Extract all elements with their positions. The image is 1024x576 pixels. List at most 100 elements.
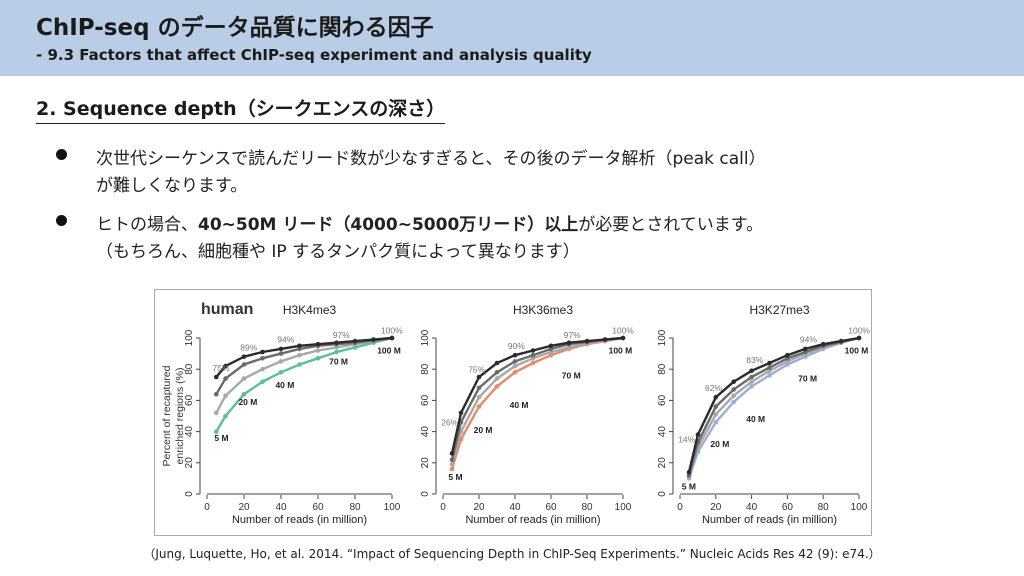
data-point: [223, 413, 228, 419]
x-tick-label: 60: [782, 502, 794, 513]
data-point: [731, 399, 736, 405]
x-tick-label: 0: [677, 502, 683, 513]
data-point: [713, 412, 719, 417]
data-point: [315, 356, 321, 361]
data-point: [278, 359, 284, 364]
data-point: [566, 345, 572, 350]
data-point: [494, 360, 500, 366]
data-point: [260, 379, 265, 384]
data-annotation: 100%: [381, 325, 403, 335]
chart-title: H3K27me3: [749, 303, 809, 317]
data-point: [686, 469, 692, 475]
data-point: [584, 338, 590, 344]
data-point: [334, 340, 339, 345]
y-tick-label: 80: [420, 363, 431, 375]
data-point: [297, 362, 302, 367]
data-point: [352, 345, 358, 350]
data-annotation: 83%: [746, 355, 763, 365]
data-point: [241, 362, 247, 367]
x-tick-label: 40: [275, 502, 287, 513]
bullet-2-text-pre: ヒトの場合、: [96, 215, 198, 235]
x-tick-label: 80: [818, 502, 830, 513]
data-point: [620, 335, 626, 341]
data-annotation: 100 M: [845, 346, 869, 356]
data-point: [695, 432, 701, 437]
x-tick-label: 60: [545, 502, 557, 513]
data-point: [449, 466, 455, 472]
y-tick-label: 80: [184, 363, 195, 375]
bullet-1-line-1: 次世代シーケンスで読んだリード数が少なすぎると、その後のデータ解析（peak c…: [96, 149, 766, 169]
data-point: [260, 356, 265, 361]
slide-title: ChIP-seq のデータ品質に関わる因子: [36, 15, 434, 41]
data-annotation: 100%: [612, 325, 634, 335]
data-point: [713, 404, 719, 409]
data-point: [856, 335, 862, 341]
data-annotation: 26%: [441, 417, 458, 427]
data-point: [548, 343, 554, 349]
data-annotation: 20 M: [710, 439, 729, 449]
data-annotation: 62%: [705, 383, 722, 393]
x-tick-label: 40: [746, 502, 758, 513]
data-point: [749, 379, 754, 384]
data-point: [458, 410, 464, 416]
data-point: [449, 451, 455, 456]
bullet-2-text-post: が必要とされています。: [578, 215, 764, 235]
data-point: [315, 341, 321, 347]
section-heading: 2. Sequence depth（シークエンスの深さ）: [36, 94, 446, 124]
data-point: [530, 352, 536, 358]
data-point: [297, 343, 302, 349]
y-axis-label: Percent of recaptured: [161, 365, 173, 466]
x-tick-label: 100: [851, 502, 868, 513]
data-point: [530, 360, 536, 366]
y-tick-label: 0: [420, 491, 431, 497]
data-point: [566, 340, 572, 345]
slide-subtitle: - 9.3 Factors that affect ChIP-seq exper…: [36, 46, 592, 64]
data-point: [494, 370, 500, 375]
x-tick-label: 40: [509, 502, 521, 513]
data-point: [749, 368, 754, 374]
data-point: [512, 370, 518, 375]
y-tick-label: 40: [657, 426, 668, 438]
y-tick-label: 100: [420, 329, 431, 346]
data-annotation: 97%: [564, 330, 581, 340]
data-point: [315, 348, 321, 353]
data-annotation: 75%: [468, 364, 485, 374]
y-tick-label: 40: [184, 426, 195, 438]
data-point: [389, 335, 395, 341]
data-point: [530, 348, 536, 353]
data-annotation: 75%: [213, 363, 230, 373]
x-tick-label: 60: [312, 502, 324, 513]
data-point: [838, 338, 844, 344]
citation: （Jung, Luquette, Ho, et al. 2014. “Impac…: [143, 547, 881, 561]
y-axis-label: enriched regions (%): [174, 368, 186, 465]
x-axis-label: Number of reads (in million): [232, 514, 367, 526]
data-point: [512, 359, 518, 364]
bullet-icon: [56, 215, 67, 226]
x-tick-label: 100: [615, 502, 632, 513]
x-tick-label: 0: [440, 502, 446, 513]
y-tick-label: 100: [657, 329, 668, 346]
data-annotation: 14%: [678, 435, 695, 445]
data-annotation: 100%: [848, 325, 870, 335]
data-annotation: 5 M: [448, 472, 462, 482]
data-point: [548, 352, 554, 358]
data-point: [713, 419, 719, 425]
data-point: [241, 354, 247, 359]
data-point: [512, 363, 518, 369]
data-point: [749, 384, 754, 389]
y-tick-label: 20: [184, 457, 195, 469]
data-annotation: 90%: [508, 341, 525, 351]
bullet-1-line-2: が難しくなります。: [96, 176, 248, 196]
data-point: [476, 395, 482, 400]
data-point: [352, 338, 358, 344]
bullet-2-emphasis: 40~50M リード（4000~5000万リード）以上: [198, 215, 579, 235]
slide-header: ChIP-seq のデータ品質に関わる因子 - 9.3 Factors that…: [0, 0, 1024, 76]
data-point: [278, 351, 284, 356]
data-point: [767, 373, 772, 378]
x-axis-label: Number of reads (in million): [465, 514, 600, 526]
data-point: [767, 365, 772, 370]
bullet-2-line-1: ヒトの場合、40~50M リード（4000~5000万リード）以上が必要とされて…: [96, 210, 763, 235]
y-tick-label: 40: [420, 426, 431, 438]
data-point: [476, 404, 482, 409]
data-annotation: 5 M: [214, 433, 228, 443]
